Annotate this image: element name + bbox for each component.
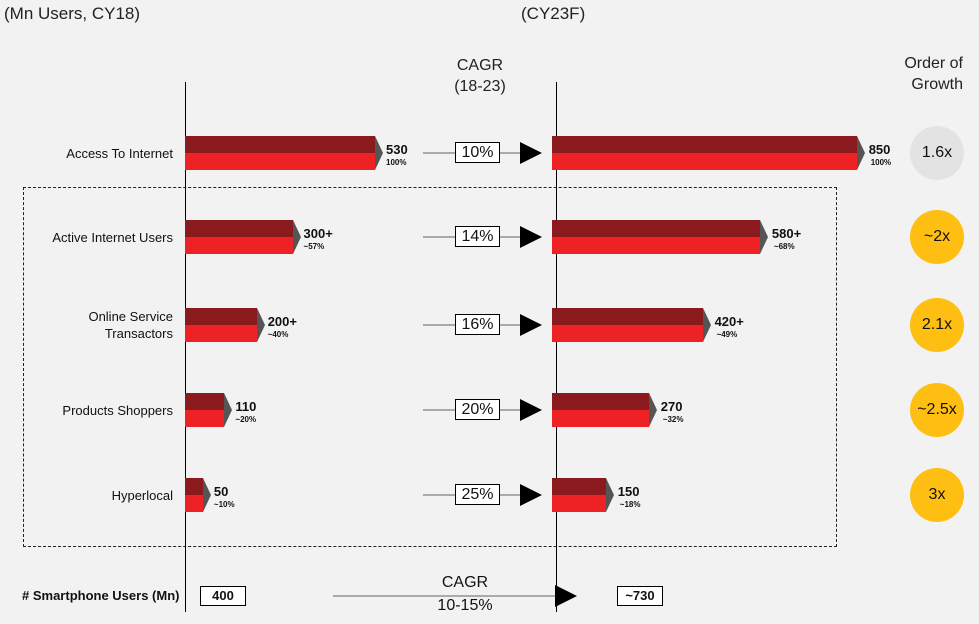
arrow-icon: [520, 399, 542, 421]
growth-badge: ~2.5x: [910, 383, 964, 437]
category-label: Access To Internet: [66, 145, 173, 161]
smartphone-cagr-line: [333, 595, 558, 597]
cagr-box: 25%: [455, 484, 500, 505]
cagr-header-title: CAGR: [456, 57, 504, 74]
bar-cy18: [185, 478, 211, 512]
smartphone-cagr-value: 10-15%: [437, 597, 493, 614]
share-label-cy18: 100%: [386, 158, 407, 167]
cagr-header-period: (18-23): [454, 78, 506, 95]
data-label-cy23: 270: [660, 399, 683, 414]
data-label-cy18: 200+: [267, 314, 297, 329]
share-label-cy23: ~68%: [773, 242, 795, 251]
bar-cy18: [185, 220, 301, 254]
smartphone-cy23-box: ~730: [617, 586, 663, 606]
smartphone-label: # Smartphone Users (Mn): [22, 588, 180, 603]
cagr-header: CAGR (18-23): [440, 55, 520, 97]
bar-cy18: [185, 393, 233, 427]
dashed-group-box: [23, 187, 837, 547]
bar-cy18: [185, 136, 383, 170]
share-label-cy23: ~49%: [716, 330, 738, 339]
cagr-box: 16%: [455, 314, 500, 335]
arrow-icon: [520, 142, 542, 164]
share-label-cy18: ~40%: [267, 330, 289, 339]
right-axis: [556, 82, 557, 612]
data-label-cy23: 850: [868, 142, 891, 157]
category-label: Products Shoppers: [62, 402, 173, 418]
share-label-cy18: ~57%: [303, 242, 325, 251]
growth-header-line1: Order of: [904, 55, 963, 72]
share-label-cy23: ~32%: [662, 415, 684, 424]
arrow-icon: [520, 484, 542, 506]
cagr-box: 10%: [455, 142, 500, 163]
share-label-cy23: ~18%: [619, 500, 641, 509]
share-label-cy23: 100%: [870, 158, 892, 167]
left-axis: [185, 82, 186, 612]
category-label: Online Service Transactors: [88, 309, 173, 341]
left-period-header: (Mn Users, CY18): [4, 4, 141, 23]
growth-badge: 2.1x: [910, 298, 964, 352]
cagr-box: 20%: [455, 399, 500, 420]
bar-cy23: [552, 478, 614, 512]
bar-cy23: [552, 393, 657, 427]
bar-cy18: [185, 308, 265, 342]
growth-header-line2: Growth: [911, 76, 963, 93]
smartphone-cagr-title: CAGR: [441, 574, 489, 591]
share-label-cy18: ~20%: [235, 415, 257, 424]
right-period-header: (CY23F): [521, 4, 586, 23]
smartphone-arrow-icon: [555, 585, 577, 607]
data-label-cy23: 580+: [771, 226, 802, 241]
growth-badge: 3x: [910, 468, 964, 522]
bar-cy23: [552, 220, 768, 254]
bar-cy23: [552, 308, 711, 342]
data-label-cy23: 420+: [714, 314, 744, 329]
data-label-cy23: 150: [617, 484, 640, 499]
smartphone-cy18-box: 400: [200, 586, 246, 606]
category-label: Active Internet Users: [52, 229, 173, 245]
arrow-icon: [520, 226, 542, 248]
arrow-icon: [520, 314, 542, 336]
growth-badge: 1.6x: [910, 126, 964, 180]
data-label-cy18: 530: [386, 142, 408, 157]
data-label-cy18: 50: [213, 484, 229, 499]
growth-badge: ~2x: [910, 210, 964, 264]
growth-header: Order of Growth: [860, 53, 963, 95]
cagr-box: 14%: [455, 226, 500, 247]
data-label-cy18: 110: [235, 399, 257, 414]
data-label-cy18: 300+: [303, 226, 333, 241]
category-label: Hyperlocal: [111, 487, 173, 503]
bar-cy23: [552, 136, 865, 170]
share-label-cy18: ~10%: [213, 500, 235, 509]
